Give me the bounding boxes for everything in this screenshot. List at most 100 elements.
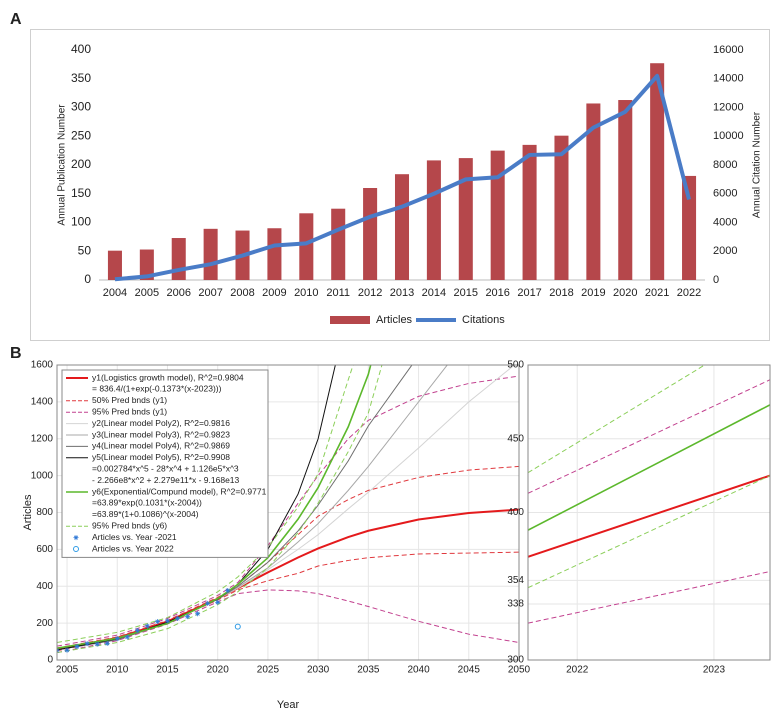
model-curve xyxy=(528,475,770,589)
bar xyxy=(650,63,665,280)
bar xyxy=(171,238,186,280)
bar xyxy=(458,158,473,280)
y-tick-label: 338 xyxy=(507,599,524,610)
x-tick-label: 2018 xyxy=(549,287,573,299)
y2-axis-title: Annual Citation Number xyxy=(752,111,763,218)
x-tick-label: 2006 xyxy=(166,287,190,299)
x-tick-label: 2050 xyxy=(508,665,531,676)
data-point xyxy=(124,634,130,640)
model-curve xyxy=(57,365,383,654)
y-tick-label: 500 xyxy=(507,360,524,371)
x-tick-label: 2017 xyxy=(517,287,541,299)
x-tick-label: 2020 xyxy=(613,287,637,299)
x-tick-label: 2005 xyxy=(56,665,79,676)
x-tick-label: 2040 xyxy=(407,665,430,676)
y-tick-label: 1600 xyxy=(31,360,54,371)
bar xyxy=(267,228,282,280)
x-tick-label: 2011 xyxy=(326,287,350,299)
x-axis-title: Year xyxy=(277,699,300,709)
y-tick-label: 0 xyxy=(84,272,91,286)
legend-formula: - 2.266e8*x^2 + 2.279e11*x - 9.168e13 xyxy=(92,475,240,485)
bar xyxy=(522,144,537,280)
y2-tick-label: 4000 xyxy=(713,216,737,228)
legend-formula: =63.89*(1+0.1086)^(x-2004) xyxy=(92,509,199,519)
plot-border xyxy=(527,364,771,661)
y-tick-label: 1400 xyxy=(31,397,54,408)
x-tick-label: 2008 xyxy=(230,287,254,299)
bar xyxy=(490,150,505,280)
bar xyxy=(426,160,441,280)
y-tick-label: 0 xyxy=(47,655,53,666)
legend-label: Articles vs. Year 2022 xyxy=(92,543,174,553)
bar xyxy=(586,103,601,280)
x-tick-label: 2025 xyxy=(257,665,280,676)
data-point xyxy=(234,623,241,630)
panel-a-frame xyxy=(30,29,770,341)
bar xyxy=(299,213,314,280)
x-tick-label: 2010 xyxy=(106,665,129,676)
x-tick-label: 2021 xyxy=(645,287,669,299)
data-point xyxy=(154,619,160,625)
y2-tick-label: 12000 xyxy=(713,101,744,113)
bar xyxy=(618,100,633,281)
y-tick-label: 100 xyxy=(71,215,91,229)
plot-marks xyxy=(528,365,770,624)
x-tick-label: 2022 xyxy=(677,287,701,299)
y2-tick-label: 8000 xyxy=(713,159,737,171)
legend-label: 50% Pred bnds (y1) xyxy=(92,395,167,405)
y-tick-label: 400 xyxy=(36,581,53,592)
x-tick-label: 2015 xyxy=(454,287,478,299)
y2-tick-label: 0 xyxy=(713,274,719,286)
y-tick-label: 300 xyxy=(507,655,524,666)
bar xyxy=(203,228,218,280)
y-tick-label: 400 xyxy=(507,507,524,518)
legend-label: y3(Linear model Poly3), R^2=0.9823 xyxy=(92,429,230,439)
y-tick-label: 600 xyxy=(36,544,53,555)
model-curve xyxy=(528,571,770,624)
legend-swatch xyxy=(73,546,79,552)
bar xyxy=(682,175,697,280)
y-tick-label: 300 xyxy=(71,100,91,114)
legend-label: 95% Pred bnds (y1) xyxy=(92,406,167,416)
data-point xyxy=(185,614,191,620)
y2-tick-label: 2000 xyxy=(713,245,737,257)
x-tick-label: 2010 xyxy=(294,287,318,299)
plot-border xyxy=(56,364,520,661)
x-tick-label: 2013 xyxy=(390,287,414,299)
data-point xyxy=(104,640,110,646)
data-point xyxy=(84,641,90,647)
legend-label: Articles xyxy=(376,314,413,326)
legend-formula: =0.002784*x^5 - 28*x^4 + 1.126e5*x^3 xyxy=(92,463,239,473)
legend-label: Citations xyxy=(462,314,505,326)
model-curve xyxy=(528,474,770,558)
x-tick-label: 2023 xyxy=(703,665,726,676)
y-tick-label: 400 xyxy=(71,42,91,56)
x-tick-label: 2012 xyxy=(358,287,382,299)
data-point xyxy=(64,647,70,653)
legend-label: Articles vs. Year -2021 xyxy=(92,532,177,542)
data-point xyxy=(144,623,150,629)
y-tick-label: 800 xyxy=(36,507,53,518)
y-tick-label: 1200 xyxy=(31,433,54,444)
legend-label: y2(Linear model Poly2), R^2=0.9816 xyxy=(92,418,230,428)
model-curve xyxy=(528,404,770,531)
legend-label: y1(Logistics growth model), R^2=0.9804 xyxy=(92,372,244,382)
data-point xyxy=(164,618,170,624)
x-tick-label: 2019 xyxy=(581,287,605,299)
legend-formula: = 836.4/(1+exp(-0.1373*(x-2023))) xyxy=(92,384,222,394)
x-tick-label: 2030 xyxy=(307,665,330,676)
x-tick-label: 2020 xyxy=(207,665,230,676)
x-tick-label: 2005 xyxy=(135,287,159,299)
legend-box xyxy=(61,369,269,558)
bar xyxy=(394,174,410,280)
y-axis-title: Annual Publication Number xyxy=(57,104,68,226)
y-tick-label: 50 xyxy=(78,243,92,257)
data-point xyxy=(114,636,120,642)
y-tick-label: 450 xyxy=(507,433,524,444)
legend-formula: =63.89*exp(0.1031*(x-2004)) xyxy=(92,498,202,508)
y-tick-label: 200 xyxy=(71,157,91,171)
bar xyxy=(554,135,569,280)
panel-label: A xyxy=(10,11,22,28)
y-tick-label: 354 xyxy=(507,575,524,586)
